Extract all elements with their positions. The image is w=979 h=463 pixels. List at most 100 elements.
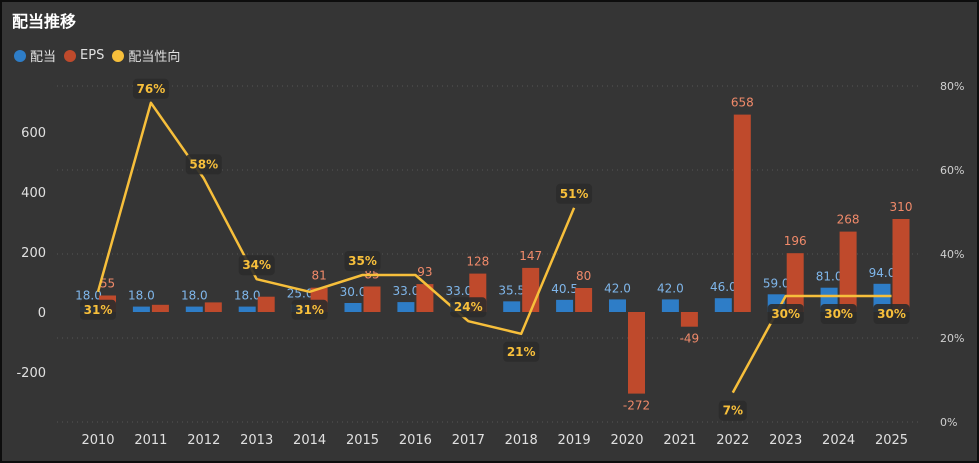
payout-label-chip bbox=[556, 183, 593, 204]
eps-bar bbox=[363, 286, 381, 312]
payout-ratio-line bbox=[96, 101, 576, 336]
legend-item-eps[interactable]: EPS bbox=[64, 48, 104, 63]
eps-data-label: 310 bbox=[890, 200, 913, 214]
eps-bar bbox=[892, 219, 910, 312]
dividend-bar bbox=[503, 301, 521, 312]
eps-bar bbox=[416, 284, 434, 312]
payout-data-label: 34% bbox=[242, 258, 271, 272]
dividend-bar bbox=[714, 298, 732, 312]
legend-label-eps: EPS bbox=[80, 48, 105, 63]
eps-bar bbox=[522, 267, 540, 312]
x-tick-label: 2020 bbox=[610, 433, 643, 448]
payout-label-chip bbox=[80, 299, 116, 320]
payout-label-chip bbox=[450, 297, 487, 318]
dividend-data-label: 59.0 bbox=[763, 276, 790, 290]
dividend-bar bbox=[185, 306, 203, 312]
chart-title: 配当推移 bbox=[12, 12, 77, 31]
dividend-data-label: 18.0 bbox=[234, 289, 261, 303]
dividend-bar bbox=[344, 303, 362, 312]
dividend-data-label: 18.0 bbox=[75, 289, 102, 303]
eps-data-label: 196 bbox=[784, 234, 807, 248]
legend-item-payout-ratio[interactable]: 配当性向 bbox=[112, 46, 180, 65]
y-left-tick-label: -200 bbox=[16, 366, 46, 381]
payout-data-label: 30% bbox=[771, 307, 800, 321]
payout-data-label: 58% bbox=[189, 157, 218, 171]
dividend-data-label: 42.0 bbox=[604, 281, 631, 295]
x-tick-label: 2015 bbox=[346, 433, 379, 448]
payout-data-label: 7% bbox=[723, 404, 743, 418]
eps-data-label: 55 bbox=[100, 277, 115, 291]
dividend-bar bbox=[397, 302, 415, 312]
dividend-data-label: 46.0 bbox=[710, 280, 737, 294]
x-tick-label: 2022 bbox=[716, 433, 749, 448]
dividend-bar bbox=[609, 299, 626, 312]
x-tick-label: 2018 bbox=[505, 433, 538, 448]
x-tick-label: 2010 bbox=[81, 433, 114, 448]
dividend-data-label: 81.0 bbox=[816, 270, 843, 284]
eps-bar bbox=[628, 312, 645, 394]
dividend-data-label: 33.0 bbox=[393, 284, 420, 298]
y-left-tick-label: 200 bbox=[21, 246, 46, 261]
y-right-tick-label: 0% bbox=[940, 416, 957, 429]
y-left-tick-label: 0 bbox=[38, 306, 46, 321]
y-right-tick-label: 20% bbox=[940, 332, 964, 345]
legend: 配当 EPS 配当性向 bbox=[14, 46, 188, 65]
dividend-bar bbox=[661, 299, 679, 312]
legend-marker-dividend bbox=[14, 49, 26, 62]
payout-data-label: 31% bbox=[295, 303, 324, 317]
x-tick-label: 2011 bbox=[134, 433, 167, 448]
legend-label-payout-ratio: 配当性向 bbox=[128, 50, 181, 65]
eps-data-label: 128 bbox=[466, 255, 489, 269]
payout-label-chip bbox=[873, 304, 910, 324]
eps-bar bbox=[786, 253, 804, 312]
eps-bar bbox=[839, 231, 857, 312]
x-tick-label: 2025 bbox=[875, 433, 908, 448]
dividend-data-label: 30.0 bbox=[340, 285, 367, 299]
payout-label-chip bbox=[767, 304, 804, 324]
x-tick-label: 2012 bbox=[187, 433, 220, 448]
payout-label-chip bbox=[238, 255, 275, 276]
payout-ratio-line bbox=[731, 294, 892, 394]
eps-data-label: 81 bbox=[311, 269, 326, 283]
x-tick-label: 2016 bbox=[399, 433, 432, 448]
eps-bar bbox=[151, 304, 169, 312]
dividend-data-label: 94.0 bbox=[869, 266, 896, 280]
eps-bar bbox=[575, 288, 593, 312]
payout-label-chip bbox=[291, 299, 328, 320]
dividend-bar bbox=[556, 299, 574, 312]
y-left-tick-label: 600 bbox=[21, 126, 46, 141]
dividend-data-label: 18.0 bbox=[128, 289, 155, 303]
eps-bar bbox=[733, 114, 751, 312]
x-tick-label: 2019 bbox=[558, 433, 591, 448]
payout-label-chip bbox=[503, 341, 540, 362]
legend-marker-eps bbox=[64, 49, 77, 62]
dividend-data-label: 33.0 bbox=[445, 284, 472, 298]
payout-data-label: 51% bbox=[560, 187, 589, 201]
eps-bar bbox=[680, 312, 698, 327]
payout-data-label: 24% bbox=[454, 300, 483, 314]
dividend-data-label: 40.5 bbox=[551, 282, 578, 296]
eps-data-label: 147 bbox=[519, 249, 542, 263]
payout-label-chip bbox=[132, 78, 169, 99]
x-tick-label: 2024 bbox=[822, 433, 855, 448]
y-right-tick-label: 60% bbox=[940, 164, 964, 177]
payout-label-chip bbox=[820, 304, 857, 324]
payout-data-label: 31% bbox=[84, 303, 113, 317]
legend-item-dividend[interactable]: 配当 bbox=[14, 46, 56, 65]
payout-data-label: 30% bbox=[824, 307, 853, 321]
eps-bar bbox=[257, 296, 275, 312]
payout-data-label: 30% bbox=[877, 307, 906, 321]
x-tick-label: 2021 bbox=[663, 433, 696, 448]
payout-data-label: 35% bbox=[348, 254, 377, 268]
x-tick-label: 2014 bbox=[293, 433, 326, 448]
dividend-data-label: 18.0 bbox=[181, 289, 208, 303]
eps-bar bbox=[204, 302, 222, 312]
dividend-bar bbox=[132, 306, 150, 312]
eps-data-label: 93 bbox=[417, 265, 432, 279]
dividend-bar bbox=[238, 306, 256, 312]
legend-label-dividend: 配当 bbox=[30, 50, 57, 65]
y-right-tick-label: 80% bbox=[940, 80, 964, 93]
eps-data-label: 268 bbox=[837, 213, 860, 227]
